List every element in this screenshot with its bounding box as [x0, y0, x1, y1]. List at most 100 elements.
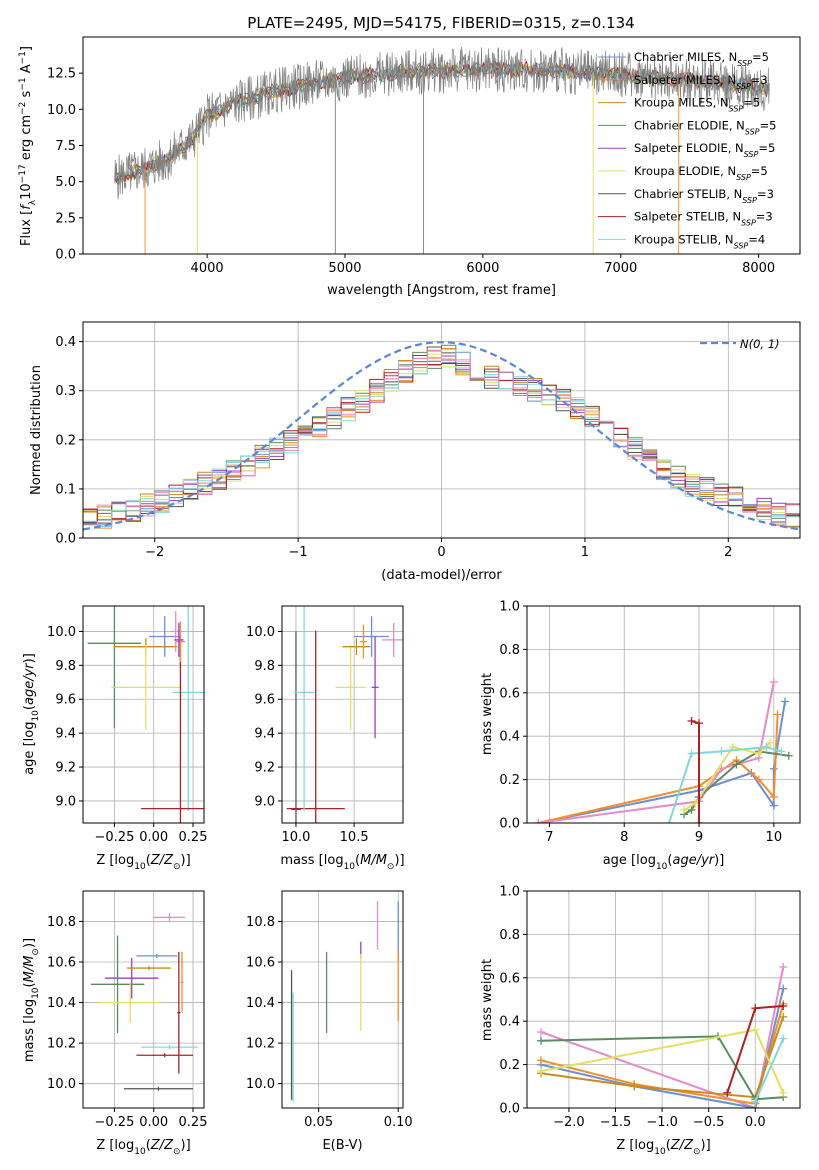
y-tick-label: 10.0	[47, 625, 76, 640]
x-tick-label: −0.25	[95, 830, 135, 845]
weight-line	[540, 1003, 785, 1105]
y-tick-label: 0.0	[55, 248, 76, 263]
observed-spectrum-line	[114, 46, 770, 200]
x-tick-label: −1.5	[600, 1115, 632, 1130]
mass-vs-extinction-frame	[281, 890, 404, 1109]
weight-line	[683, 750, 789, 816]
y-axis-label: mass [log10(M/M⊙)]	[22, 938, 41, 1062]
y-tick-label: 0.8	[499, 643, 520, 658]
mass-vs-extinction-plot-area	[282, 891, 403, 1108]
residuals-frame	[82, 321, 801, 539]
x-tick-label: −1	[289, 545, 308, 560]
y-tick-label: 10.6	[47, 955, 76, 970]
y-tick-label: 0.1	[55, 482, 76, 497]
x-tick-label: 8	[620, 830, 628, 845]
legend-entry: Chabrier MILES, NSSP=5	[634, 50, 769, 68]
y-tick-label: 9.2	[254, 761, 275, 776]
weight-line	[540, 1016, 785, 1099]
x-tick-label: 6000	[466, 261, 499, 276]
weight-line	[538, 701, 786, 823]
legend-entry: Kroupa STELIB, NSSP=4	[634, 232, 765, 250]
y-tick-label: 10.0	[246, 625, 275, 640]
y-tick-label: 9.0	[254, 794, 275, 809]
y-tick-label: 10.4	[47, 996, 76, 1011]
mass-vs-metallicity-frame	[82, 890, 205, 1109]
residuals-plot-area	[83, 322, 800, 538]
legend-entry: N(0, 1)	[740, 337, 780, 351]
y-tick-label: 0.0	[55, 532, 76, 547]
x-tick-label: 0.25	[179, 830, 208, 845]
y-tick-label: 10.0	[246, 1077, 275, 1092]
x-axis-label: Z [log10(Z/Z⊙)]	[96, 853, 190, 872]
x-tick-label: 10.0	[281, 830, 310, 845]
weight-line	[540, 988, 785, 1108]
y-tick-label: 9.8	[254, 659, 275, 674]
x-tick-label: 4000	[191, 261, 224, 276]
y-tick-label: 10.8	[246, 915, 275, 930]
legend-entry: Chabrier ELODIE, NSSP=5	[634, 118, 776, 136]
x-tick-label: 0.00	[139, 830, 168, 845]
x-tick-label: 0.25	[179, 1115, 208, 1130]
y-tick-label: 0.0	[499, 817, 520, 832]
x-tick-label: 5000	[328, 261, 361, 276]
weight-line	[754, 1038, 785, 1102]
y-tick-label: 0.0	[499, 1102, 520, 1117]
legend-entry: Salpeter STELIB, NSSP=3	[634, 210, 773, 228]
weight-line	[537, 714, 779, 823]
x-tick-label: 2	[724, 545, 732, 560]
y-tick-label: 5.0	[55, 175, 76, 190]
weight-vs-age-plot-area	[527, 606, 800, 823]
normal-reference-curve	[83, 341, 800, 531]
legend-entry: Chabrier STELIB, NSSP=3	[634, 187, 774, 205]
weight-vs-metallicity-plot-area	[527, 891, 800, 1108]
x-tick-label: −0.5	[693, 1115, 725, 1130]
y-tick-label: 10.0	[47, 1077, 76, 1092]
age-vs-mass-plot-area	[282, 606, 403, 823]
y-axis-label: Normed distribution	[29, 365, 44, 495]
y-tick-label: 1.0	[499, 885, 520, 900]
y-tick-label: 9.2	[55, 761, 76, 776]
x-tick-label: 0.00	[139, 1115, 168, 1130]
weight-vs-metallicity-frame	[526, 890, 801, 1109]
x-tick-label: 8000	[742, 261, 775, 276]
y-tick-label: 9.4	[254, 727, 275, 742]
y-tick-label: 0.4	[499, 1015, 520, 1030]
y-tick-label: 9.6	[55, 693, 76, 708]
y-tick-label: 10.2	[47, 1037, 76, 1052]
y-tick-label: 9.8	[55, 659, 76, 674]
mass-vs-metallicity-plot-area	[83, 891, 204, 1108]
x-axis-label: E(B-V)	[322, 1138, 362, 1153]
y-tick-label: 0.3	[55, 384, 76, 399]
y-tick-label: 9.0	[55, 794, 76, 809]
y-tick-label: 7.5	[55, 139, 76, 154]
x-tick-label: −2	[145, 545, 164, 560]
x-tick-label: 7	[545, 830, 553, 845]
y-axis-label: Flux [fλ10−17 erg cm−2 s−1 A−1]	[18, 46, 38, 246]
histogram-series	[83, 363, 800, 524]
y-tick-label: 0.8	[499, 928, 520, 943]
weight-line	[538, 681, 775, 823]
x-axis-label: age [log10(age/yr)]	[603, 853, 725, 872]
y-tick-label: 2.5	[55, 211, 76, 226]
legend-entry: Salpeter MILES, NSSP=3	[634, 73, 768, 91]
age-vs-mass-frame	[281, 605, 404, 824]
x-tick-label: −2.0	[553, 1115, 585, 1130]
x-tick-label: 1	[581, 545, 589, 560]
y-tick-label: 0.4	[55, 335, 76, 350]
y-tick-label: 10.8	[47, 915, 76, 930]
legend-entry: Kroupa ELODIE, NSSP=5	[634, 164, 768, 182]
y-tick-label: 10.4	[246, 996, 275, 1011]
x-tick-label: 7000	[604, 261, 637, 276]
x-axis-label: (data-model)/error	[381, 568, 502, 583]
x-tick-label: 0	[437, 545, 445, 560]
weight-line	[540, 1035, 784, 1101]
y-tick-label: 0.4	[499, 730, 520, 745]
y-tick-label: 0.2	[499, 773, 520, 788]
y-tick-label: 9.4	[55, 727, 76, 742]
spectrum-frame	[82, 36, 801, 255]
histogram-series	[83, 349, 800, 527]
age-vs-metallicity-frame	[82, 605, 205, 824]
x-tick-label: −1.0	[646, 1115, 678, 1130]
x-tick-label: −0.25	[95, 1115, 135, 1130]
